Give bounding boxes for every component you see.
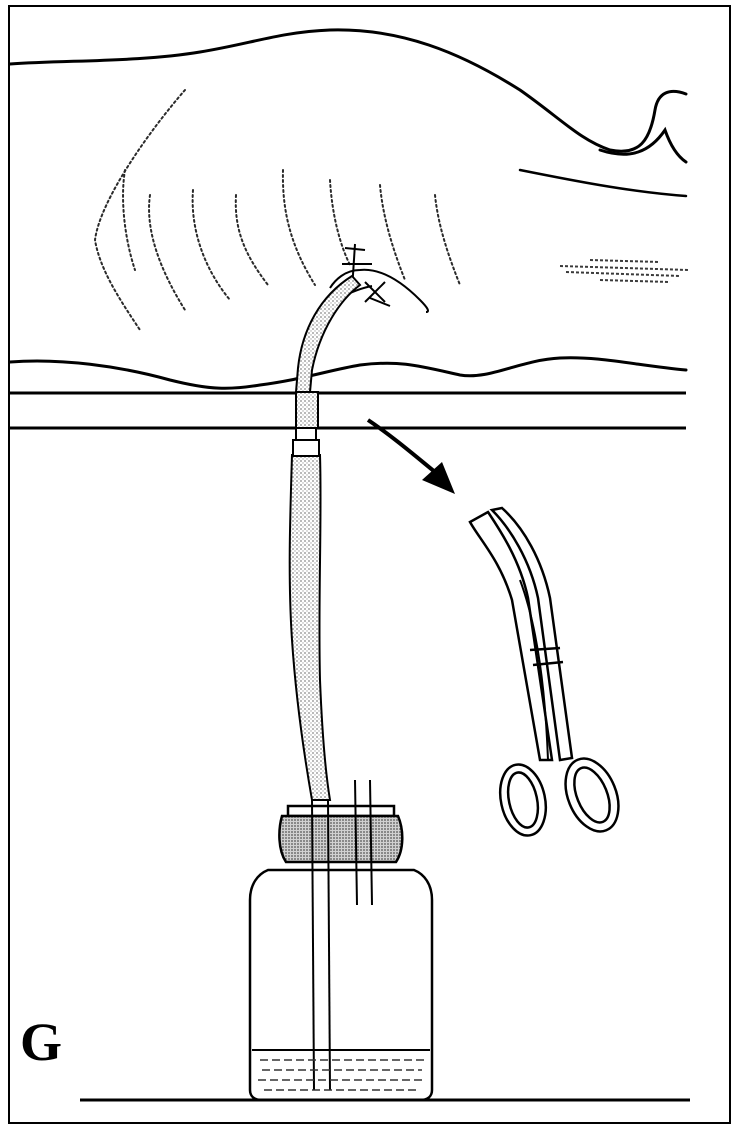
hip-shading: [559, 259, 689, 283]
rib-shading: [93, 89, 461, 331]
patient-figure: [8, 28, 688, 390]
arm-contour: [598, 126, 688, 164]
body-lower-contour: [8, 356, 688, 390]
artery-forceps: [468, 506, 620, 837]
curved-arrow: [366, 418, 455, 494]
fluid-level: [258, 1059, 426, 1091]
table-surface: [10, 391, 686, 430]
body-upper-contour: [8, 28, 688, 153]
drain-tube: [288, 274, 362, 801]
arm-lower-contour: [518, 168, 688, 198]
panel-label: G: [20, 1012, 63, 1072]
